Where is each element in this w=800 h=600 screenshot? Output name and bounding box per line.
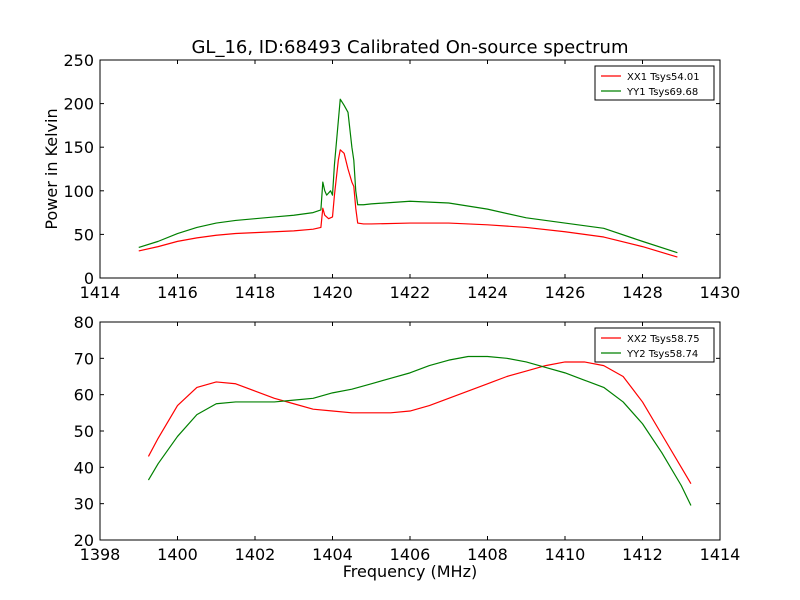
y-tick-label: 150 — [63, 138, 94, 157]
x-tick-label: 1412 — [622, 545, 663, 564]
x-tick-label: 1424 — [467, 283, 508, 302]
y-tick-label: 70 — [74, 349, 94, 368]
x-tick-label: 1426 — [545, 283, 586, 302]
x-tick-label: 1430 — [700, 283, 741, 302]
x-tick-label: 1416 — [157, 283, 198, 302]
series-line-2-2 — [147, 355, 692, 506]
x-axis-label: Frequency (MHz) — [343, 562, 477, 581]
x-tick-label: 1400 — [157, 545, 198, 564]
legend-label: XX1 Tsys54.01 — [627, 72, 700, 83]
y-tick-label: 20 — [74, 531, 94, 550]
x-tick-label: 1406 — [390, 545, 431, 564]
y-tick-label: 200 — [63, 95, 94, 114]
legend: XX2 Tsys58.75 YY2 Tsys58.74 — [594, 327, 715, 363]
x-tick-label: 1410 — [545, 545, 586, 564]
legend-box — [594, 327, 715, 363]
y-tick-label: 0 — [84, 269, 94, 288]
x-tick-label: 1414 — [80, 283, 121, 302]
y-tick-label: 50 — [74, 225, 94, 244]
y-tick-label: 100 — [63, 182, 94, 201]
legend: XX1 Tsys54.01 YY1 Tsys69.68 — [594, 65, 715, 101]
x-tick-label: 1414 — [700, 545, 741, 564]
x-tick-label: 1404 — [312, 545, 353, 564]
x-tick-label: 1422 — [390, 283, 431, 302]
x-tick-label: 1398 — [80, 545, 121, 564]
chart-1: 1414 1416 1418 1420 1422 1424 1426 1428 1430 0 50 1… — [42, 51, 740, 302]
chart-2: 1398 1400 1402 1404 1406 1408 1410 1412 1414 20 30… — [74, 313, 741, 581]
y-tick-label: 30 — [74, 495, 94, 514]
y-axis-label: Power in Kelvin — [42, 108, 61, 229]
x-tick-label: 1408 — [467, 545, 508, 564]
legend-label: YY1 Tsys69.68 — [626, 87, 698, 98]
y-tick-label: 250 — [63, 51, 94, 70]
y-tick-label: 60 — [74, 386, 94, 405]
x-tick-label: 1420 — [312, 283, 353, 302]
series-line-1-2 — [138, 98, 678, 254]
x-tick-label: 1418 — [235, 283, 276, 302]
legend-label: XX2 Tsys58.75 — [627, 334, 700, 345]
figure-title: GL_16, ID:68493 Calibrated On-source spe… — [191, 37, 628, 58]
legend-box — [594, 65, 715, 101]
y-tick-label: 80 — [74, 313, 94, 332]
legend-label: YY2 Tsys58.74 — [626, 349, 698, 360]
series-line-2-1 — [147, 361, 692, 484]
y-tick-label: 50 — [74, 422, 94, 441]
plots-layer: 1414 1416 1418 1420 1422 1424 1426 1428 14300501… — [42, 51, 740, 581]
x-tick-label: 1402 — [235, 545, 276, 564]
series-line-1-1 — [138, 149, 678, 258]
y-tick-label: 40 — [74, 458, 94, 477]
x-tick-label: 1428 — [622, 283, 663, 302]
